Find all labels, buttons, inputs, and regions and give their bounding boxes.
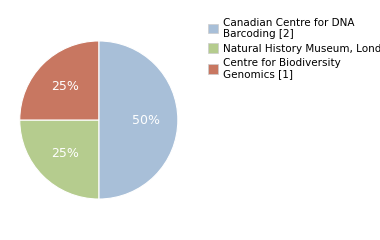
Wedge shape: [20, 120, 99, 199]
Wedge shape: [99, 41, 178, 199]
Text: 50%: 50%: [132, 114, 160, 126]
Text: 25%: 25%: [51, 80, 79, 93]
Legend: Canadian Centre for DNA
Barcoding [2], Natural History Museum, London [1], Centr: Canadian Centre for DNA Barcoding [2], N…: [207, 17, 380, 80]
Wedge shape: [20, 41, 99, 120]
Text: 25%: 25%: [51, 147, 79, 160]
